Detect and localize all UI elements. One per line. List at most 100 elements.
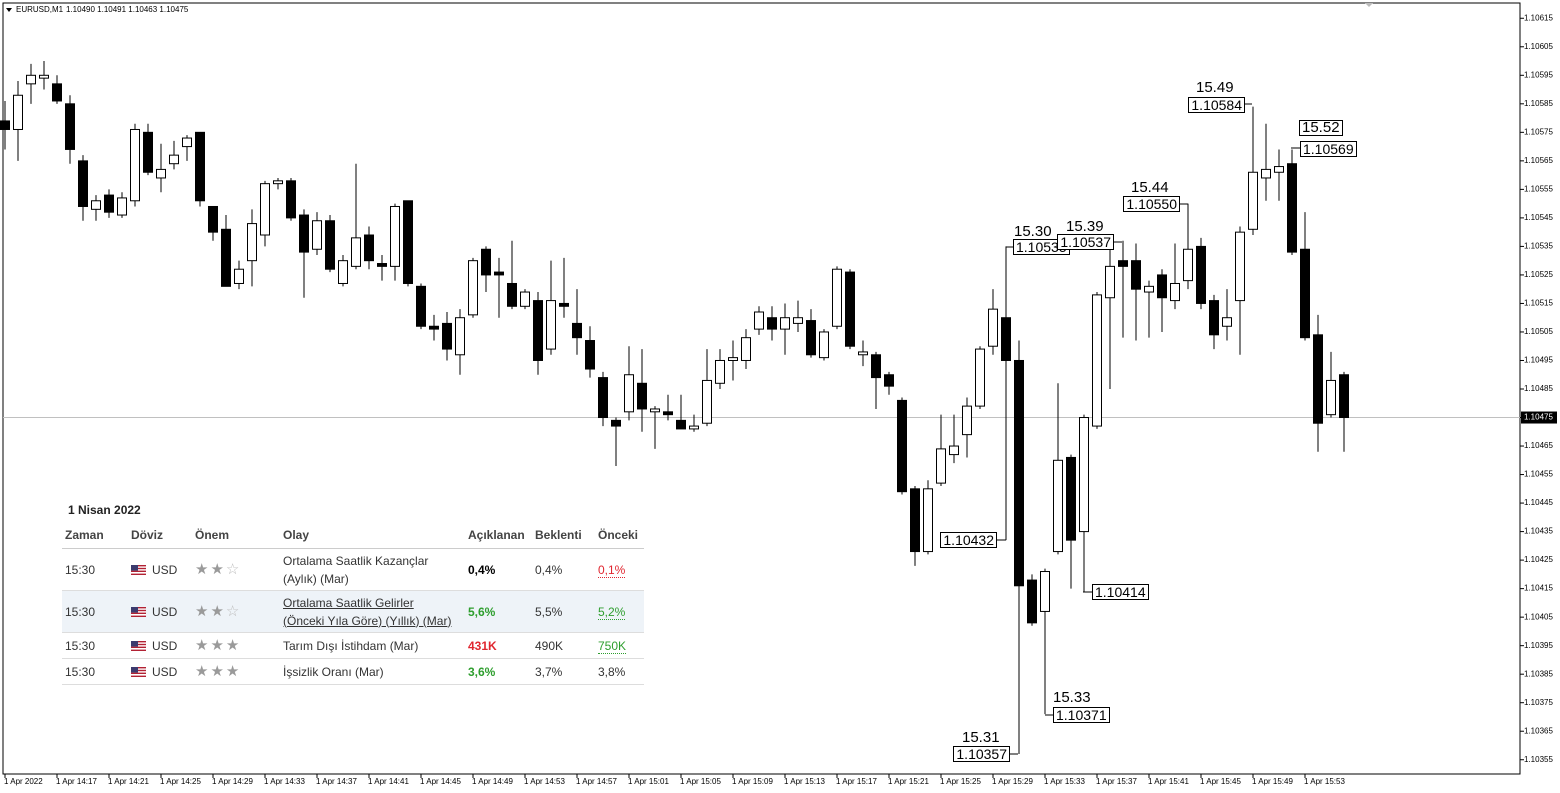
candle-body [1248,171,1258,230]
candle-body [1040,571,1050,612]
y-tick-label: 1.10595 [1524,70,1553,79]
candle-body [598,377,608,419]
y-tick-label: 1.10425 [1524,555,1553,564]
x-tick-label: 1 Apr 14:53 [524,777,565,786]
event-importance: ★★★ [192,658,280,685]
candle-body [1079,417,1089,533]
current-price-label: 1.10475 [1524,413,1553,422]
y-tick-label: 1.10415 [1524,584,1553,593]
candle-body [273,180,283,185]
candle-body [1235,231,1245,302]
importance-star: ★ [195,602,211,620]
y-tick-label: 1.10615 [1524,13,1553,22]
event-time: 15:30 [62,590,128,633]
candle-body [806,320,816,356]
y-tick-label: 1.10355 [1524,755,1553,764]
candle-body [728,357,738,361]
candle-body [104,194,114,213]
candle-body [481,248,491,276]
x-tick-label: 1 Apr 2022 [4,777,43,786]
candle-body [1170,282,1180,302]
candle-body [832,268,842,327]
actual-value: 0,4% [468,562,496,577]
candle-body [871,354,881,379]
y-tick-label: 1.10385 [1524,669,1553,678]
x-tick-label: 1 Apr 15:05 [680,777,721,786]
annotation-price: 1.10569 [1300,141,1357,157]
event-currency: USD [128,658,192,685]
y-tick-label: 1.10535 [1524,242,1553,251]
x-tick-label: 1 Apr 14:41 [368,777,409,786]
event-line: Ortalama Saatlik Gelirler [283,595,414,610]
candle-body [52,83,62,102]
column-header: Olay [280,522,465,549]
event-previous: 3,8% [595,658,644,685]
candle-body [1066,456,1076,541]
x-tick-label: 1 Apr 15:21 [888,777,929,786]
column-header: Önem [192,522,280,549]
candle-body [1131,260,1141,290]
y-tick-label: 1.10525 [1524,270,1553,279]
candle-body [455,317,465,356]
event-row: 15:30 USD ★★☆ Ortalama Saatlik Kazançlar (Ay… [62,548,644,591]
candle-body [208,205,218,233]
candle-body [962,405,972,436]
candle-body [507,282,517,307]
actual-value: 5,6% [468,604,496,619]
candle-body [936,448,946,484]
column-header: Açıklanan [465,522,532,549]
annotation-time: 15.49 [1196,79,1234,96]
candle-body [1118,260,1128,267]
previous-value: 0,1% [598,562,626,578]
x-tick-label: 1 Apr 15:33 [1044,777,1085,786]
candle-body [91,200,101,210]
y-tick-label: 1.10455 [1524,470,1553,479]
shift-marker [1365,3,1373,7]
candle-body [13,94,23,130]
event-name: Ortalama Saatlik Kazançlar (Aylık) (Mar) [280,548,465,591]
candle-body [884,374,894,387]
x-tick-label: 1 Apr 15:49 [1252,777,1293,786]
candle-body [1105,265,1115,299]
column-header: Döviz [128,522,192,549]
annotation-price: 1.10432 [940,532,997,548]
annotation-price: 1.10414 [1092,584,1149,600]
event-forecast: 5,5% [532,590,595,633]
event-currency: USD [128,590,192,633]
candle-body [702,379,712,424]
candle-body [897,399,907,493]
x-tick-label: 1 Apr 15:01 [628,777,669,786]
candle-body [1001,317,1011,361]
importance-star: ★ [195,662,211,680]
importance-star: ★ [210,636,226,654]
us-flag [131,564,146,575]
candle-body [663,411,673,416]
annotation-time: 15.30 [1014,223,1052,240]
candle-body [26,74,36,85]
y-tick-label: 1.10435 [1524,527,1553,536]
candle-body [416,285,426,327]
event-name: Tarım Dışı İstihdam (Mar) [280,632,465,659]
event-previous: 0,1% [595,548,644,591]
candle-body [1144,285,1154,293]
candle-body [1222,317,1232,327]
y-tick-label: 1.10505 [1524,327,1553,336]
x-tick-label: 1 Apr 14:57 [576,777,617,786]
candle-body [195,131,205,202]
previous-value: 5,2% [598,604,626,620]
event-forecast: 490K [532,632,595,659]
event-name: İşsizlik Oranı (Mar) [280,658,465,685]
y-tick-label: 1.10565 [1524,156,1553,165]
candle-body [364,234,374,262]
quote: 1.10490 1.10491 1.10463 1.10475 [66,5,189,14]
annotation-price: 1.10357 [953,746,1010,762]
menu-arrow[interactable] [6,8,12,12]
candle-body [1261,168,1271,179]
event-row: 15:30 USD ★★☆ Ortalama Saatlik Gelirler (Önc… [62,590,644,633]
importance-star: ★ [225,636,242,654]
annotation-time: 15.31 [962,729,1000,746]
candle-body [39,74,49,79]
actual-value: 3,6% [468,664,496,679]
annotation-price: 1.10371 [1053,707,1110,723]
candle-body [182,137,192,148]
